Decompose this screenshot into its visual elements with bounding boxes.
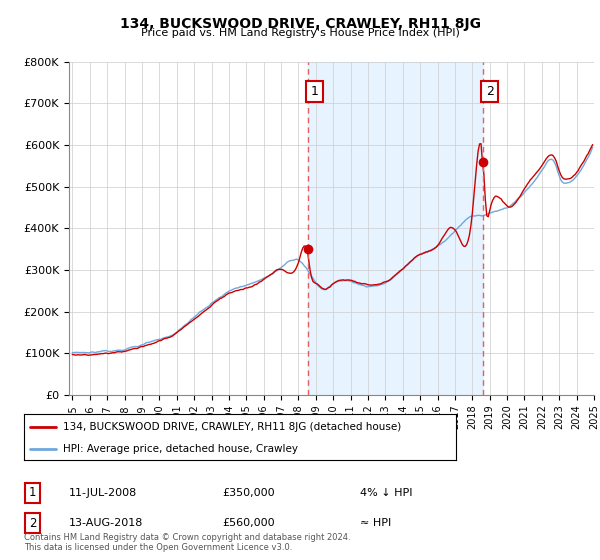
- Text: 11-JUL-2008: 11-JUL-2008: [69, 488, 137, 498]
- Text: 4% ↓ HPI: 4% ↓ HPI: [360, 488, 413, 498]
- Text: 2: 2: [485, 85, 494, 98]
- Text: 2: 2: [29, 516, 36, 530]
- Text: Price paid vs. HM Land Registry's House Price Index (HPI): Price paid vs. HM Land Registry's House …: [140, 28, 460, 38]
- Text: 13-AUG-2018: 13-AUG-2018: [69, 518, 143, 528]
- Text: £350,000: £350,000: [222, 488, 275, 498]
- Text: Contains HM Land Registry data © Crown copyright and database right 2024.
This d: Contains HM Land Registry data © Crown c…: [24, 533, 350, 552]
- Text: HPI: Average price, detached house, Crawley: HPI: Average price, detached house, Craw…: [63, 444, 298, 454]
- Text: 134, BUCKSWOOD DRIVE, CRAWLEY, RH11 8JG (detached house): 134, BUCKSWOOD DRIVE, CRAWLEY, RH11 8JG …: [63, 422, 401, 432]
- Text: £560,000: £560,000: [222, 518, 275, 528]
- Text: ≈ HPI: ≈ HPI: [360, 518, 391, 528]
- Text: 134, BUCKSWOOD DRIVE, CRAWLEY, RH11 8JG: 134, BUCKSWOOD DRIVE, CRAWLEY, RH11 8JG: [119, 17, 481, 31]
- Bar: [308, 62, 483, 395]
- Text: 1: 1: [310, 85, 318, 98]
- Text: 1: 1: [29, 486, 36, 500]
